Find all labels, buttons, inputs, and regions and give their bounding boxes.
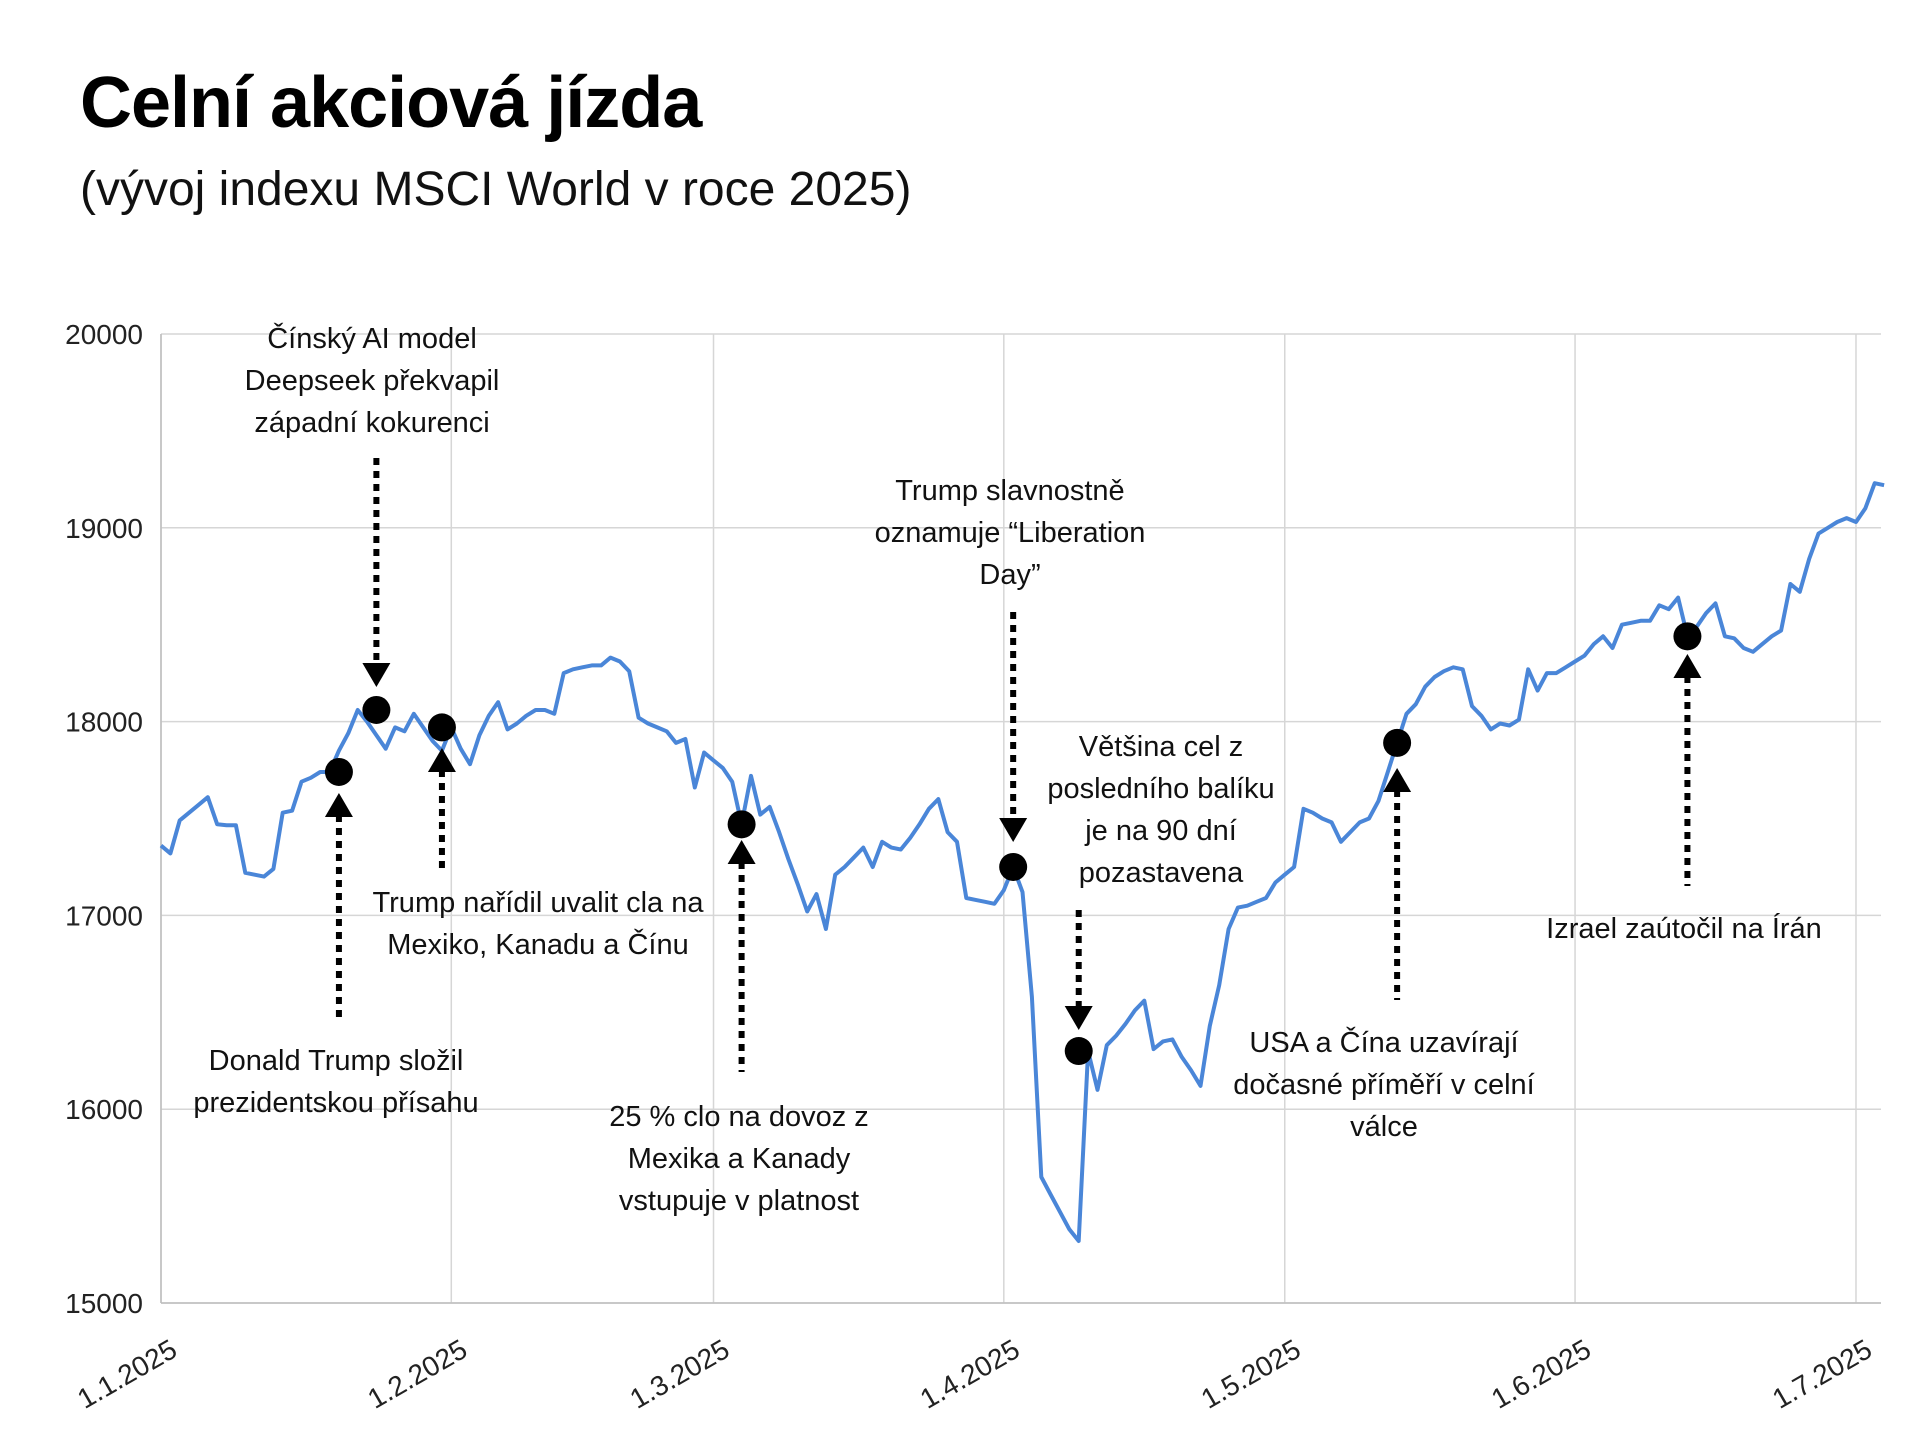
event-marker <box>1383 728 1412 757</box>
annotation-text: Trump slavnostně <box>895 475 1124 507</box>
annotation-text: prezidentskou přísahu <box>193 1087 478 1119</box>
y-tick-label: 15000 <box>65 1288 143 1319</box>
x-tick-label: 1.5.2025 <box>1196 1333 1306 1414</box>
chart-title: Celní akciová jízda <box>80 63 702 143</box>
annotation-text: Většina cel z <box>1079 731 1243 763</box>
x-tick-label: 1.3.2025 <box>625 1333 735 1414</box>
annotation-arrow-head <box>324 793 353 817</box>
event-marker <box>324 757 353 786</box>
x-tick-label: 1.1.2025 <box>72 1333 182 1414</box>
event-marker <box>1064 1037 1093 1066</box>
annotations-layer: Donald Trump složil prezidentskou přísahu… <box>193 321 1822 1217</box>
annotation-text: dočasné příměří v celní <box>1233 1069 1534 1101</box>
annotation-text: posledního balíku <box>1047 773 1274 805</box>
annotation-arrow-head <box>1064 1006 1093 1030</box>
annotation-text: Mexika a Kanady <box>628 1143 851 1175</box>
x-tick-label: 1.2.2025 <box>362 1333 472 1414</box>
annotation-text: Day” <box>979 559 1040 591</box>
annotation-text: Trump nařídil uvalit cla na <box>373 887 705 919</box>
annotation-text: USA a Čína uzavírají <box>1249 1025 1518 1059</box>
annotation-text: 25 % clo na dovoz z <box>609 1101 869 1133</box>
y-tick-label: 16000 <box>65 1094 143 1125</box>
annotation-text: Čínský AI model <box>267 321 477 355</box>
event-marker <box>727 810 756 839</box>
y-tick-label: 17000 <box>65 900 143 931</box>
annotation-arrow-head <box>999 818 1028 842</box>
annotation-text: Mexiko, Kanadu a Čínu <box>387 927 688 961</box>
annotation-text: vstupuje v platnost <box>619 1185 859 1217</box>
annotation-text: válce <box>1350 1111 1418 1143</box>
annotation-text: oznamuje “Liberation <box>875 517 1146 549</box>
annotation-arrow-head <box>1673 654 1702 678</box>
annotation-arrow-head <box>427 748 456 772</box>
y-tick-label: 19000 <box>65 513 143 544</box>
event-marker <box>427 713 456 742</box>
annotation-text: Izrael zaútočil na Írán <box>1546 912 1822 945</box>
annotation-text: pozastavena <box>1079 857 1244 889</box>
y-tick-label: 18000 <box>65 707 143 738</box>
x-tick-label: 1.4.2025 <box>915 1333 1025 1414</box>
y-tick-label: 20000 <box>65 319 143 350</box>
annotation-text: je na 90 dní <box>1084 815 1237 847</box>
event-marker <box>1673 622 1702 651</box>
annotation-text: Donald Trump složil <box>209 1045 464 1077</box>
x-tick-label: 1.7.2025 <box>1767 1333 1877 1414</box>
annotation-arrow-head <box>1383 768 1412 792</box>
event-marker <box>999 852 1028 881</box>
annotation-arrow-head <box>362 663 391 687</box>
annotation-text: západní kokurenci <box>254 407 489 439</box>
annotation-arrow-head <box>727 840 756 864</box>
chart-subtitle: (vývoj indexu MSCI World v roce 2025) <box>80 163 912 216</box>
event-marker <box>362 695 391 724</box>
annotation-text: Deepseek překvapil <box>245 365 500 397</box>
x-tick-label: 1.6.2025 <box>1486 1333 1596 1414</box>
grid-lines <box>160 333 1881 1304</box>
